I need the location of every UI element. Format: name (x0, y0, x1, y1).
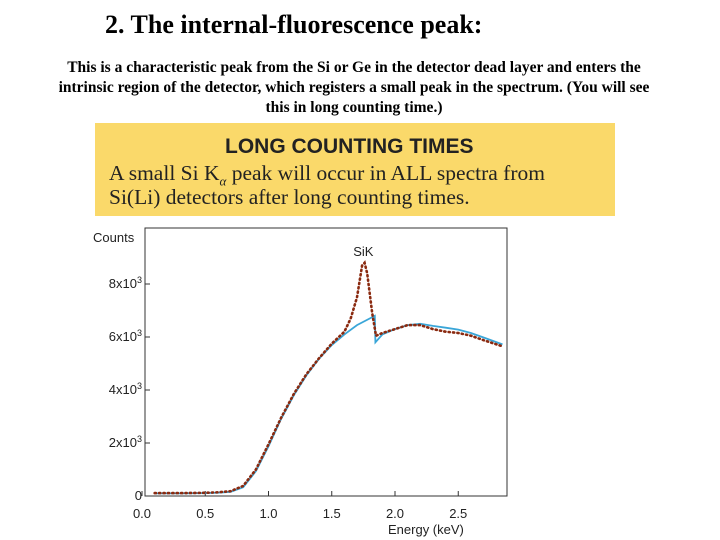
slide-title: 2. The internal-fluorescence peak: (105, 10, 483, 39)
y-axis-ticks: 0 2x103 4x103 6x103 8x103 (109, 275, 150, 503)
x-axis-ticks: 0.0 0.5 1.0 1.5 2.0 2.5 (133, 491, 467, 521)
x-tick-label: 1.0 (259, 506, 277, 521)
y-tick-label: 6x103 (109, 328, 142, 344)
y-tick-exponent: 3 (137, 434, 142, 444)
x-tick-label: 1.5 (323, 506, 341, 521)
sik-peak-label: SiK (353, 244, 374, 259)
x-axis-label: Energy (keV) (388, 522, 464, 537)
y-tick-exponent: 3 (137, 275, 142, 285)
x-tick-label: 0.0 (133, 506, 151, 521)
y-tick-label: 4x103 (109, 381, 142, 397)
y-tick-label: 0 (135, 488, 142, 503)
y-tick-label: 2x103 (109, 434, 142, 450)
callout-heading: LONG COUNTING TIMES (225, 135, 474, 158)
annotations: SiK (353, 244, 374, 259)
plot-frame (144, 227, 508, 497)
y-axis-label: Counts (93, 230, 135, 245)
x-tick-label: 2.5 (449, 506, 467, 521)
callout-line-1: A small Si Kα peak will occur in ALL spe… (109, 161, 545, 189)
measured-counts-dots (153, 260, 504, 495)
y-tick-exponent: 3 (137, 328, 142, 338)
slide-description: This is a characteristic peak from the S… (58, 59, 650, 116)
series-layer (153, 260, 504, 495)
callout-line-2: Si(Li) detectors after long counting tim… (109, 185, 470, 209)
callout-line-1-post: peak will occur in ALL spectra from (226, 161, 545, 185)
x-tick-label: 0.5 (196, 506, 214, 521)
callout-box: LONG COUNTING TIMES A small Si Kα peak w… (95, 123, 615, 216)
callout-alpha-subscript: α (219, 173, 227, 189)
callout-line-1-pre: A small Si K (109, 161, 220, 185)
y-tick-exponent: 3 (137, 381, 142, 391)
x-tick-label: 2.0 (386, 506, 404, 521)
y-tick-label: 8x103 (109, 275, 142, 291)
fitted-spectrum-line (154, 314, 503, 495)
